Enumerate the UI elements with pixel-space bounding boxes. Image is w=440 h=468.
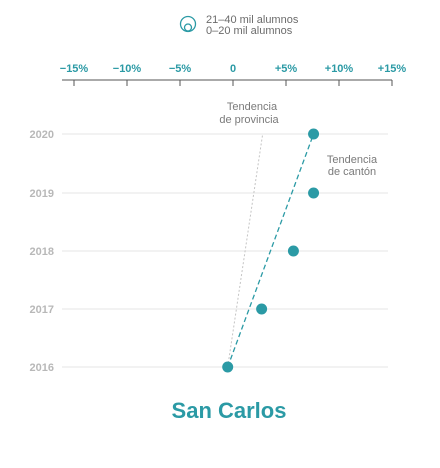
x-tick-label: −10% <box>113 63 142 75</box>
legend: 21–40 mil alumnos 0–20 mil alumnos <box>179 14 299 37</box>
year-label: 2017 <box>30 304 54 316</box>
legend-small-circle-icon <box>183 23 193 32</box>
x-tick-label: −5% <box>169 63 192 75</box>
data-point <box>308 128 320 140</box>
year-label: 2019 <box>30 188 54 200</box>
data-point <box>222 361 234 373</box>
legend-item-large: 21–40 mil alumnos <box>206 14 299 26</box>
data-point <box>256 303 268 315</box>
x-tick-label: 0 <box>230 63 236 75</box>
canton-trend-label-line1: Tendencia <box>327 154 378 166</box>
data-points <box>222 128 320 373</box>
x-tick-label: +5% <box>275 63 298 75</box>
chart-title: San Carlos <box>172 398 287 423</box>
canton-trend-label-line2: de cantón <box>328 166 376 178</box>
year-label: 2020 <box>30 129 54 141</box>
canton-trend-line <box>227 133 315 368</box>
year-label: 2018 <box>30 246 54 258</box>
province-trend-label-line2: de provincia <box>219 114 279 126</box>
province-trend-line <box>227 133 264 368</box>
data-point <box>287 245 299 257</box>
x-tick-label: +15% <box>378 63 407 75</box>
x-axis-ticks: −15% −10% −5% 0 +5% +10% +15% <box>60 63 407 86</box>
year-label: 2016 <box>30 362 54 374</box>
data-point <box>308 187 320 199</box>
province-trend-label-line1: Tendencia <box>227 101 278 113</box>
legend-item-small: 0–20 mil alumnos <box>206 25 293 37</box>
x-tick-label: +10% <box>325 63 354 75</box>
year-labels: 2020 2019 2018 2017 2016 <box>30 129 54 374</box>
x-tick-label: −15% <box>60 63 89 75</box>
